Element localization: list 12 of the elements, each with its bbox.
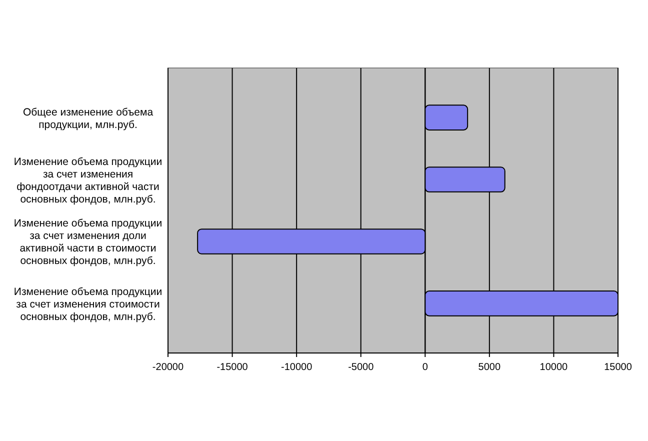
x-tick-label: -15000 bbox=[216, 362, 248, 373]
x-tick-label: -20000 bbox=[152, 362, 184, 373]
x-tick-label: 15000 bbox=[604, 362, 632, 373]
y-tick-label: Изменение объема продукции за счет изменения доли активной части в стоимости основных фондов, млн.руб. bbox=[14, 218, 162, 268]
x-tick-label: 0 bbox=[422, 362, 428, 373]
y-tick-label: Изменение объема продукции за счет изменения фондоотдачи активной части основных фондов, млн.руб. bbox=[14, 156, 162, 206]
y-tick-label: Изменение объема продукции за счет изменения стоимости основных фондов, млн.руб. bbox=[14, 286, 162, 323]
x-tick-label: 5000 bbox=[478, 362, 501, 373]
y-tick-label: Общее изменение объема продукции, млн.руб. bbox=[22, 106, 154, 131]
x-tick-label: -5000 bbox=[348, 362, 374, 373]
x-tick-label: 10000 bbox=[540, 362, 568, 373]
x-tick-label: -10000 bbox=[281, 362, 313, 373]
